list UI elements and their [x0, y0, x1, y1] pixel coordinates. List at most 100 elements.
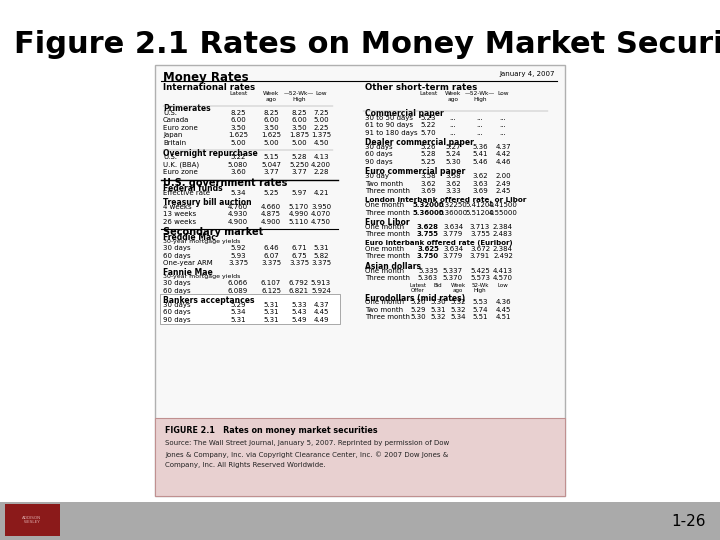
Text: Euro Libor: Euro Libor	[365, 218, 410, 227]
Text: 3.50: 3.50	[264, 125, 279, 131]
Text: 61 to 90 days: 61 to 90 days	[365, 123, 413, 129]
Text: Week
ago: Week ago	[451, 283, 466, 293]
Text: One month: One month	[365, 300, 404, 306]
Text: 5.370: 5.370	[443, 275, 463, 281]
Text: Japan: Japan	[163, 132, 182, 138]
Text: 5.30: 5.30	[430, 300, 446, 306]
Text: 4.41500: 4.41500	[489, 202, 518, 208]
Text: 1.625: 1.625	[228, 132, 248, 138]
Text: 5.92: 5.92	[230, 245, 246, 251]
Text: 2.25: 2.25	[313, 125, 329, 131]
Text: 5.34: 5.34	[230, 309, 246, 315]
Text: 3.672: 3.672	[470, 246, 490, 252]
Text: 3.69: 3.69	[472, 188, 488, 194]
Text: 5.41200: 5.41200	[466, 202, 495, 208]
Text: 3.779: 3.779	[443, 232, 463, 238]
Text: Bid: Bid	[433, 283, 442, 288]
Text: 5.49: 5.49	[292, 316, 307, 323]
Text: One-year ARM: One-year ARM	[163, 260, 212, 266]
Text: 4.990: 4.990	[289, 211, 309, 217]
Text: 5.913: 5.913	[311, 280, 331, 286]
Text: Three month: Three month	[365, 188, 410, 194]
Text: 5.31: 5.31	[264, 302, 279, 308]
Text: 5.31: 5.31	[230, 316, 246, 323]
Text: ...: ...	[500, 130, 506, 136]
Text: 2.45: 2.45	[495, 188, 510, 194]
Text: U.K. (BBA): U.K. (BBA)	[163, 161, 199, 168]
Text: 5.70: 5.70	[420, 130, 436, 136]
Text: 5.32250: 5.32250	[438, 202, 467, 208]
Text: 5.97: 5.97	[291, 191, 307, 197]
Text: 5.29: 5.29	[410, 307, 426, 313]
Text: 4.570: 4.570	[493, 275, 513, 281]
Text: Money Rates: Money Rates	[163, 71, 248, 84]
Text: International rates: International rates	[163, 83, 255, 92]
Text: 4.45: 4.45	[495, 307, 510, 313]
Text: 4.45: 4.45	[313, 309, 329, 315]
Text: 5.31: 5.31	[430, 307, 446, 313]
Text: 5.74: 5.74	[472, 307, 487, 313]
Text: 3.375: 3.375	[311, 260, 331, 266]
Text: 3.628: 3.628	[417, 224, 439, 230]
Text: 13 weeks: 13 weeks	[163, 211, 197, 217]
Text: 3.77: 3.77	[263, 169, 279, 175]
Text: 4.660: 4.660	[261, 204, 281, 210]
Text: 60 days: 60 days	[163, 288, 191, 294]
Text: 3.33: 3.33	[445, 188, 461, 194]
Text: Euro zone: Euro zone	[163, 169, 198, 175]
Text: Week
ago: Week ago	[263, 91, 279, 102]
Text: 5.25: 5.25	[420, 159, 436, 165]
Text: 4.50: 4.50	[313, 139, 329, 146]
Text: 6.821: 6.821	[289, 288, 309, 294]
Text: 30 to 50 days: 30 to 50 days	[365, 115, 413, 121]
Text: —52-Wk—
High: —52-Wk— High	[284, 91, 314, 102]
Text: One month: One month	[365, 202, 404, 208]
Text: Federal funds: Federal funds	[163, 184, 222, 193]
Text: 6.066: 6.066	[228, 280, 248, 286]
Text: 5.32: 5.32	[450, 307, 466, 313]
Text: 6.71: 6.71	[291, 245, 307, 251]
Text: Week
ago: Week ago	[445, 91, 461, 102]
Text: Secondary market: Secondary market	[163, 227, 264, 237]
Text: 2.483: 2.483	[493, 232, 513, 238]
Text: 4.13: 4.13	[313, 154, 329, 160]
Text: 6.46: 6.46	[264, 245, 279, 251]
Text: 1.625: 1.625	[261, 132, 281, 138]
Text: 5.41: 5.41	[472, 151, 487, 158]
Text: 5.51200: 5.51200	[466, 210, 495, 215]
Text: 5.363: 5.363	[418, 275, 438, 281]
Text: 1.875: 1.875	[289, 132, 309, 138]
Text: 5.31: 5.31	[264, 309, 279, 315]
Bar	[5, 504, 60, 536]
Text: 5.51: 5.51	[472, 314, 487, 320]
Text: Eurodollars (mid rates): Eurodollars (mid rates)	[365, 294, 465, 303]
Text: ...: ...	[477, 130, 483, 136]
Text: 5.31: 5.31	[264, 316, 279, 323]
Text: Latest: Latest	[229, 91, 247, 96]
Text: 5.28: 5.28	[292, 154, 307, 160]
Text: 26 weeks: 26 weeks	[163, 219, 196, 225]
Text: 5.34: 5.34	[450, 314, 466, 320]
Text: Low: Low	[498, 283, 508, 288]
Text: 5.36000: 5.36000	[438, 210, 467, 215]
Text: 5.15: 5.15	[264, 154, 279, 160]
Text: 4.413: 4.413	[493, 267, 513, 273]
Text: 3.625: 3.625	[417, 246, 439, 252]
Text: 5.82: 5.82	[313, 253, 329, 259]
Text: 5.250: 5.250	[289, 161, 309, 168]
Text: 4.36: 4.36	[495, 300, 510, 306]
Text: 3.634: 3.634	[443, 224, 463, 230]
Text: 4.21: 4.21	[313, 191, 329, 197]
Text: 5.93: 5.93	[230, 253, 246, 259]
Text: 6.00: 6.00	[291, 117, 307, 124]
Text: 3.755: 3.755	[470, 232, 490, 238]
Text: 5.31: 5.31	[313, 245, 329, 251]
Text: 3.375: 3.375	[228, 260, 248, 266]
Text: Figure 2.1 Rates on Money Market Securities: Figure 2.1 Rates on Money Market Securit…	[14, 30, 720, 59]
Text: 3.755: 3.755	[417, 232, 439, 238]
Text: 30-year mortgage yields: 30-year mortgage yields	[163, 239, 240, 244]
Text: 6.792: 6.792	[289, 280, 309, 286]
Text: London interbank offered rate, or Libor: London interbank offered rate, or Libor	[365, 197, 526, 202]
Text: 5.335: 5.335	[418, 267, 438, 273]
Text: 5.110: 5.110	[289, 219, 309, 225]
